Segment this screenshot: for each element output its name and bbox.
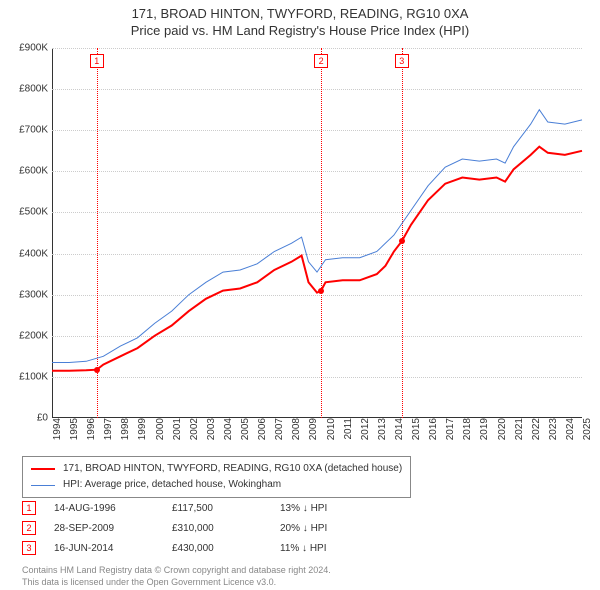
y-axis-label: £700K — [19, 125, 52, 136]
transaction-date: 14-AUG-1996 — [54, 503, 154, 514]
x-axis-label: 2015 — [407, 418, 422, 440]
attribution: Contains HM Land Registry data © Crown c… — [22, 564, 331, 588]
transaction-marker: 1 — [22, 501, 36, 515]
transaction-diff: 11% ↓ HPI — [280, 543, 370, 554]
x-axis-label: 2003 — [202, 418, 217, 440]
y-axis-label: £600K — [19, 166, 52, 177]
x-axis-label: 2011 — [339, 418, 354, 440]
attribution-line: Contains HM Land Registry data © Crown c… — [22, 564, 331, 576]
series-line-price_paid — [52, 147, 582, 371]
x-axis-label: 1998 — [116, 418, 131, 440]
series-line-hpi — [52, 110, 582, 363]
y-axis-label: £900K — [19, 43, 52, 54]
x-axis-label: 2009 — [304, 418, 319, 440]
x-axis-label: 2002 — [185, 418, 200, 440]
chart-title-subtitle: Price paid vs. HM Land Registry's House … — [0, 23, 600, 38]
transaction-diff: 13% ↓ HPI — [280, 503, 370, 514]
x-axis-label: 1995 — [65, 418, 80, 440]
table-row: 3 16-JUN-2014 £430,000 11% ↓ HPI — [22, 538, 370, 558]
transactions-table: 1 14-AUG-1996 £117,500 13% ↓ HPI 2 28-SE… — [22, 498, 370, 558]
x-axis-label: 2001 — [168, 418, 183, 440]
legend-item: 171, BROAD HINTON, TWYFORD, READING, RG1… — [31, 461, 402, 477]
x-axis-label: 2024 — [561, 418, 576, 440]
table-row: 2 28-SEP-2009 £310,000 20% ↓ HPI — [22, 518, 370, 538]
x-axis-label: 2010 — [322, 418, 337, 440]
x-axis-label: 2008 — [287, 418, 302, 440]
x-axis-label: 2019 — [475, 418, 490, 440]
x-axis-label: 1994 — [48, 418, 63, 440]
legend-label: HPI: Average price, detached house, Woki… — [63, 477, 281, 493]
transaction-diff: 20% ↓ HPI — [280, 523, 370, 534]
chart-title-block: 171, BROAD HINTON, TWYFORD, READING, RG1… — [0, 0, 600, 38]
chart-title-address: 171, BROAD HINTON, TWYFORD, READING, RG1… — [0, 6, 600, 21]
x-axis-label: 2006 — [253, 418, 268, 440]
x-axis-label: 2012 — [356, 418, 371, 440]
y-axis-label: £100K — [19, 371, 52, 382]
legend-label: 171, BROAD HINTON, TWYFORD, READING, RG1… — [63, 461, 402, 477]
x-axis-label: 2007 — [270, 418, 285, 440]
transaction-price: £430,000 — [172, 543, 262, 554]
x-axis-label: 2013 — [373, 418, 388, 440]
x-axis-label: 2005 — [236, 418, 251, 440]
x-axis-label: 2017 — [441, 418, 456, 440]
transaction-date: 16-JUN-2014 — [54, 543, 154, 554]
transaction-date: 28-SEP-2009 — [54, 523, 154, 534]
x-axis-label: 2004 — [219, 418, 234, 440]
y-axis-label: £400K — [19, 248, 52, 259]
y-axis-label: £500K — [19, 207, 52, 218]
attribution-line: This data is licensed under the Open Gov… — [22, 576, 331, 588]
legend-item: HPI: Average price, detached house, Woki… — [31, 477, 402, 493]
x-axis-label: 2014 — [390, 418, 405, 440]
x-axis-label: 2018 — [458, 418, 473, 440]
x-axis-label: 1999 — [133, 418, 148, 440]
table-row: 1 14-AUG-1996 £117,500 13% ↓ HPI — [22, 498, 370, 518]
x-axis-label: 2000 — [151, 418, 166, 440]
x-axis-label: 1996 — [82, 418, 97, 440]
y-axis-label: £200K — [19, 330, 52, 341]
transaction-price: £117,500 — [172, 503, 262, 514]
y-axis-label: £300K — [19, 289, 52, 300]
transaction-price: £310,000 — [172, 523, 262, 534]
legend-swatch — [31, 485, 55, 486]
chart-lines — [52, 48, 582, 418]
x-axis-label: 1997 — [99, 418, 114, 440]
legend-swatch — [31, 468, 55, 470]
transaction-marker: 3 — [22, 541, 36, 555]
x-axis-label: 2016 — [424, 418, 439, 440]
transaction-marker: 2 — [22, 521, 36, 535]
chart-area: £0£100K£200K£300K£400K£500K£600K£700K£80… — [52, 48, 582, 418]
x-axis-label: 2020 — [493, 418, 508, 440]
y-axis-label: £800K — [19, 84, 52, 95]
x-axis-label: 2025 — [578, 418, 593, 440]
legend: 171, BROAD HINTON, TWYFORD, READING, RG1… — [22, 456, 411, 498]
x-axis-label: 2023 — [544, 418, 559, 440]
x-axis-label: 2021 — [510, 418, 525, 440]
x-axis-label: 2022 — [527, 418, 542, 440]
